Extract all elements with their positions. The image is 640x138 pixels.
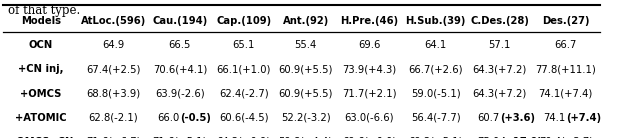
Text: 62.8(-2.1): 62.8(-2.1) — [88, 113, 138, 123]
Text: H.Sub.(39): H.Sub.(39) — [405, 16, 466, 26]
Text: 70.6(+4.1): 70.6(+4.1) — [153, 64, 207, 75]
Text: 75.0: 75.0 — [477, 137, 500, 138]
Text: 71.6(+6.7): 71.6(+6.7) — [86, 137, 141, 138]
Text: 66.0: 66.0 — [157, 113, 180, 123]
Text: 64.2(+0.9): 64.2(+0.9) — [217, 137, 271, 138]
Text: 57.1: 57.1 — [489, 40, 511, 50]
Text: 63.0(-6.6): 63.0(-6.6) — [344, 113, 394, 123]
Text: Des.(27): Des.(27) — [542, 16, 589, 26]
Text: 77.8(+11.1): 77.8(+11.1) — [536, 64, 596, 75]
Text: H.Pre.(46): H.Pre.(46) — [340, 16, 398, 26]
Text: C.Des.(28): C.Des.(28) — [470, 16, 529, 26]
Text: (+7.4): (+7.4) — [566, 113, 601, 123]
Text: 74.1(+7.4): 74.1(+7.4) — [539, 89, 593, 99]
Text: Models: Models — [21, 16, 61, 26]
Text: 68.8(+3.9): 68.8(+3.9) — [86, 89, 140, 99]
Text: 64.9: 64.9 — [102, 40, 124, 50]
Text: +OMCS: +OMCS — [20, 89, 61, 99]
Text: 64.3(+7.2): 64.3(+7.2) — [473, 89, 527, 99]
Text: AtLoc.(596): AtLoc.(596) — [81, 16, 146, 26]
Text: 64.3(+7.2): 64.3(+7.2) — [473, 64, 527, 75]
Text: (+3.6): (+3.6) — [500, 113, 535, 123]
Text: 66.1(+1.0): 66.1(+1.0) — [217, 64, 271, 75]
Text: 59.0(-5.1): 59.0(-5.1) — [411, 89, 460, 99]
Text: 59.8(+4.4): 59.8(+4.4) — [278, 137, 333, 138]
Text: +ATOMIC: +ATOMIC — [15, 113, 67, 123]
Text: of that type.: of that type. — [8, 4, 80, 17]
Text: 66.7: 66.7 — [555, 40, 577, 50]
Text: 70.4(+3.7): 70.4(+3.7) — [539, 137, 593, 138]
Text: 60.9(+5.5): 60.9(+5.5) — [278, 64, 333, 75]
Text: 63.9(-2.6): 63.9(-2.6) — [155, 89, 205, 99]
Text: 66.5: 66.5 — [169, 40, 191, 50]
Text: Cau.(194): Cau.(194) — [152, 16, 207, 26]
Text: 62.4(-2.7): 62.4(-2.7) — [219, 89, 269, 99]
Text: 71.6(+5.1): 71.6(+5.1) — [152, 137, 207, 138]
Text: 69.2(+5.1): 69.2(+5.1) — [408, 137, 463, 138]
Text: 71.7(+2.1): 71.7(+2.1) — [342, 89, 396, 99]
Text: 60.9(+5.5): 60.9(+5.5) — [278, 89, 333, 99]
Text: 74.1: 74.1 — [543, 113, 566, 123]
Text: 69.6: 69.6 — [358, 40, 380, 50]
Text: 56.4(-7.7): 56.4(-7.7) — [411, 113, 460, 123]
Text: 65.1: 65.1 — [233, 40, 255, 50]
Text: OCN: OCN — [29, 40, 53, 50]
Text: (+17.9): (+17.9) — [500, 137, 542, 138]
Text: Cap.(109): Cap.(109) — [216, 16, 271, 26]
Text: 67.4(+2.5): 67.4(+2.5) — [86, 64, 140, 75]
Text: (-0.5): (-0.5) — [180, 113, 211, 123]
Text: +OMCS+CN: +OMCS+CN — [8, 137, 74, 138]
Text: 69.6(+0.0): 69.6(+0.0) — [342, 137, 396, 138]
Text: 64.1: 64.1 — [424, 40, 447, 50]
Text: +CN inj,: +CN inj, — [18, 64, 64, 75]
Text: 60.6(-4.5): 60.6(-4.5) — [219, 113, 269, 123]
Text: 55.4: 55.4 — [294, 40, 317, 50]
Text: Ant.(92): Ant.(92) — [282, 16, 329, 26]
Text: 66.7(+2.6): 66.7(+2.6) — [408, 64, 463, 75]
Text: 73.9(+4.3): 73.9(+4.3) — [342, 64, 396, 75]
Text: 52.2(-3.2): 52.2(-3.2) — [281, 113, 330, 123]
Text: 60.7: 60.7 — [477, 113, 500, 123]
